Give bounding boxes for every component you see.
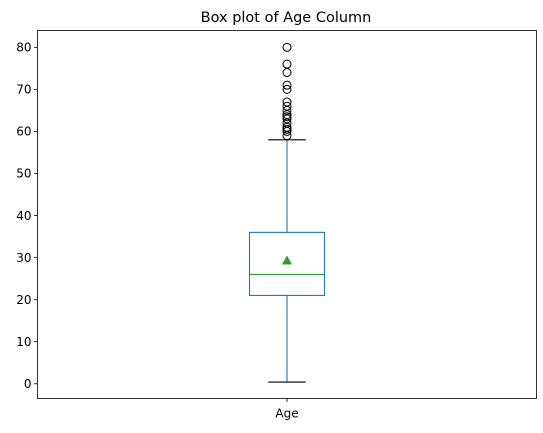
y-tick-label: 20 [16, 293, 31, 307]
outlier-point [282, 97, 292, 107]
outlier-point [282, 68, 292, 78]
outlier-point [282, 42, 292, 52]
outlier-point [282, 59, 292, 69]
iqr-box [248, 231, 326, 297]
y-tick-label: 80 [16, 41, 31, 55]
y-tick-label: 70 [16, 83, 31, 97]
outlier-point [282, 124, 292, 134]
y-tick-label: 40 [16, 209, 31, 223]
outlier-point [282, 101, 292, 111]
y-tick-label: 10 [16, 335, 31, 349]
outlier-point [282, 84, 292, 94]
y-tick-label: 0 [24, 377, 32, 391]
x-tick-label: Age [275, 407, 298, 421]
plot-area [248, 42, 326, 383]
outlier-point [282, 112, 292, 122]
y-axis: 0 10 20 30 40 50 60 70 80 [16, 41, 38, 391]
chart-title: Box plot of Age Column [201, 10, 372, 26]
mean-marker [281, 255, 293, 265]
y-tick-label: 60 [16, 125, 31, 139]
x-axis: Age [275, 398, 299, 421]
y-tick-label: 30 [16, 251, 31, 265]
outlier-point [282, 80, 292, 90]
y-tick-label: 50 [16, 167, 31, 181]
